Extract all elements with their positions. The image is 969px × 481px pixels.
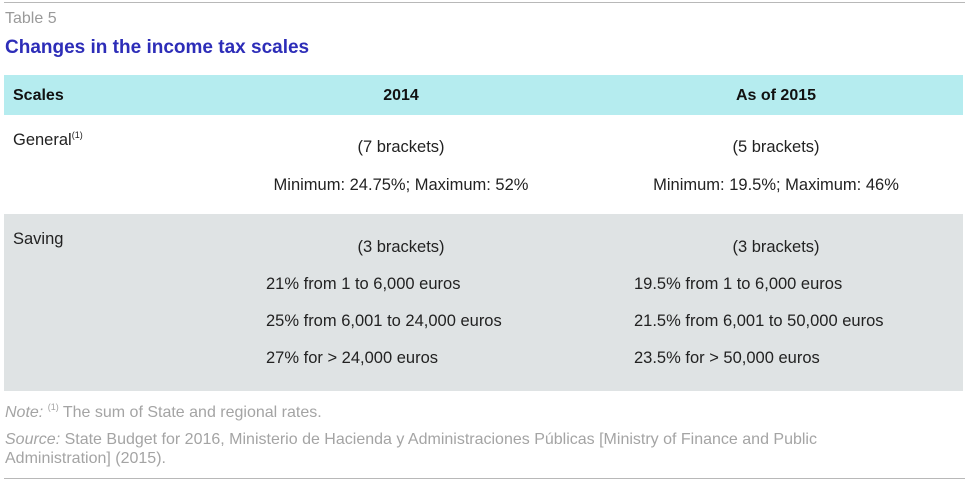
header-scales: Scales bbox=[13, 87, 64, 104]
table-source: Source: State Budget for 2016, Ministeri… bbox=[5, 430, 967, 468]
saving-2015-tier-2: 21.5% from 6,001 to 50,000 euros bbox=[634, 312, 884, 330]
saving-2015-tier-3: 23.5% for > 50,000 euros bbox=[634, 349, 820, 367]
saving-2015-tier-1: 19.5% from 1 to 6,000 euros bbox=[634, 275, 843, 293]
note-text: The sum of State and regional rates. bbox=[62, 404, 322, 421]
row-label-general: General(1) bbox=[13, 130, 83, 150]
source-line-2: Administration] (2015). bbox=[5, 450, 166, 467]
table-row-general: General(1) (7 brackets) Minimum: 24.75%;… bbox=[4, 115, 963, 214]
row-label-general-text: General bbox=[13, 131, 72, 149]
general-2014-brackets: (7 brackets) bbox=[357, 138, 445, 156]
top-rule bbox=[4, 2, 965, 3]
table-note: Note: (1) The sum of State and regional … bbox=[5, 402, 322, 422]
tax-scales-table: Scales 2014 As of 2015 General(1) (7 bra… bbox=[4, 75, 963, 391]
source-line-1: State Budget for 2016, Ministerio de Hac… bbox=[64, 431, 817, 448]
bottom-rule bbox=[4, 478, 965, 479]
saving-2014-tier-3: 27% for > 24,000 euros bbox=[266, 349, 438, 367]
general-2015-range: Minimum: 19.5%; Maximum: 46% bbox=[653, 176, 899, 194]
saving-2015-brackets: (3 brackets) bbox=[732, 238, 820, 256]
saving-2014-tier-2: 25% from 6,001 to 24,000 euros bbox=[266, 312, 502, 330]
table-header-row: Scales 2014 As of 2015 bbox=[4, 75, 963, 115]
note-prefix: Note: bbox=[5, 404, 44, 421]
note-footnote-marker: (1) bbox=[47, 402, 59, 412]
general-2014-range: Minimum: 24.75%; Maximum: 52% bbox=[273, 176, 529, 194]
header-2014: 2014 bbox=[383, 87, 419, 104]
general-2015-brackets: (5 brackets) bbox=[732, 138, 820, 156]
saving-2014-brackets: (3 brackets) bbox=[357, 238, 445, 256]
row-label-saving: Saving bbox=[13, 230, 64, 248]
saving-2014-tier-1: 21% from 1 to 6,000 euros bbox=[266, 275, 461, 293]
table-number: Table 5 bbox=[5, 10, 57, 27]
table-row-saving: Saving (3 brackets) (3 brackets) 21% fro… bbox=[4, 214, 963, 391]
header-2015: As of 2015 bbox=[735, 87, 817, 104]
table-title: Changes in the income tax scales bbox=[5, 37, 310, 58]
footnote-marker: (1) bbox=[71, 130, 83, 140]
source-prefix: Source: bbox=[5, 431, 61, 448]
